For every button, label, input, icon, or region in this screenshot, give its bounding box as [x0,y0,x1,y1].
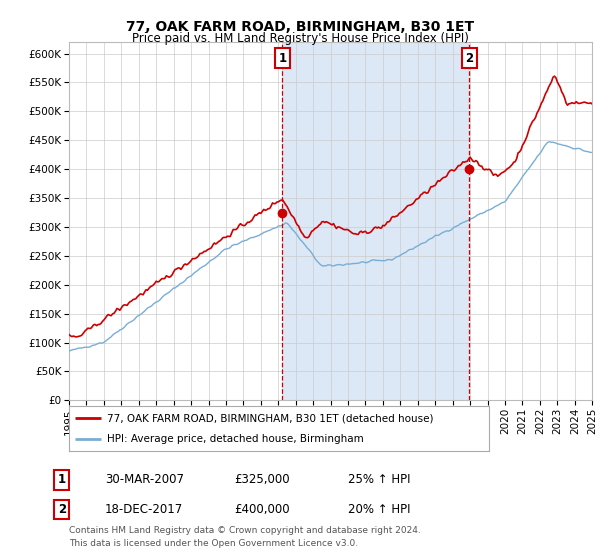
Text: £400,000: £400,000 [234,503,290,516]
Text: £325,000: £325,000 [234,473,290,487]
Text: 30-MAR-2007: 30-MAR-2007 [105,473,184,487]
Bar [283,42,469,400]
Text: 1: 1 [278,52,287,65]
Text: 18-DEC-2017: 18-DEC-2017 [105,503,183,516]
Text: Price paid vs. HM Land Registry's House Price Index (HPI): Price paid vs. HM Land Registry's House … [131,32,469,45]
Text: 77, OAK FARM ROAD, BIRMINGHAM, B30 1ET: 77, OAK FARM ROAD, BIRMINGHAM, B30 1ET [126,20,474,34]
Text: Contains HM Land Registry data © Crown copyright and database right 2024.
This d: Contains HM Land Registry data © Crown c… [69,526,421,548]
Text: 77, OAK FARM ROAD, BIRMINGHAM, B30 1ET (detached house): 77, OAK FARM ROAD, BIRMINGHAM, B30 1ET (… [107,413,433,423]
Text: 25% ↑ HPI: 25% ↑ HPI [348,473,410,487]
Text: HPI: Average price, detached house, Birmingham: HPI: Average price, detached house, Birm… [107,433,364,444]
Text: 2: 2 [466,52,473,65]
Text: 2: 2 [58,503,66,516]
Text: 1: 1 [58,473,66,487]
Text: 20% ↑ HPI: 20% ↑ HPI [348,503,410,516]
